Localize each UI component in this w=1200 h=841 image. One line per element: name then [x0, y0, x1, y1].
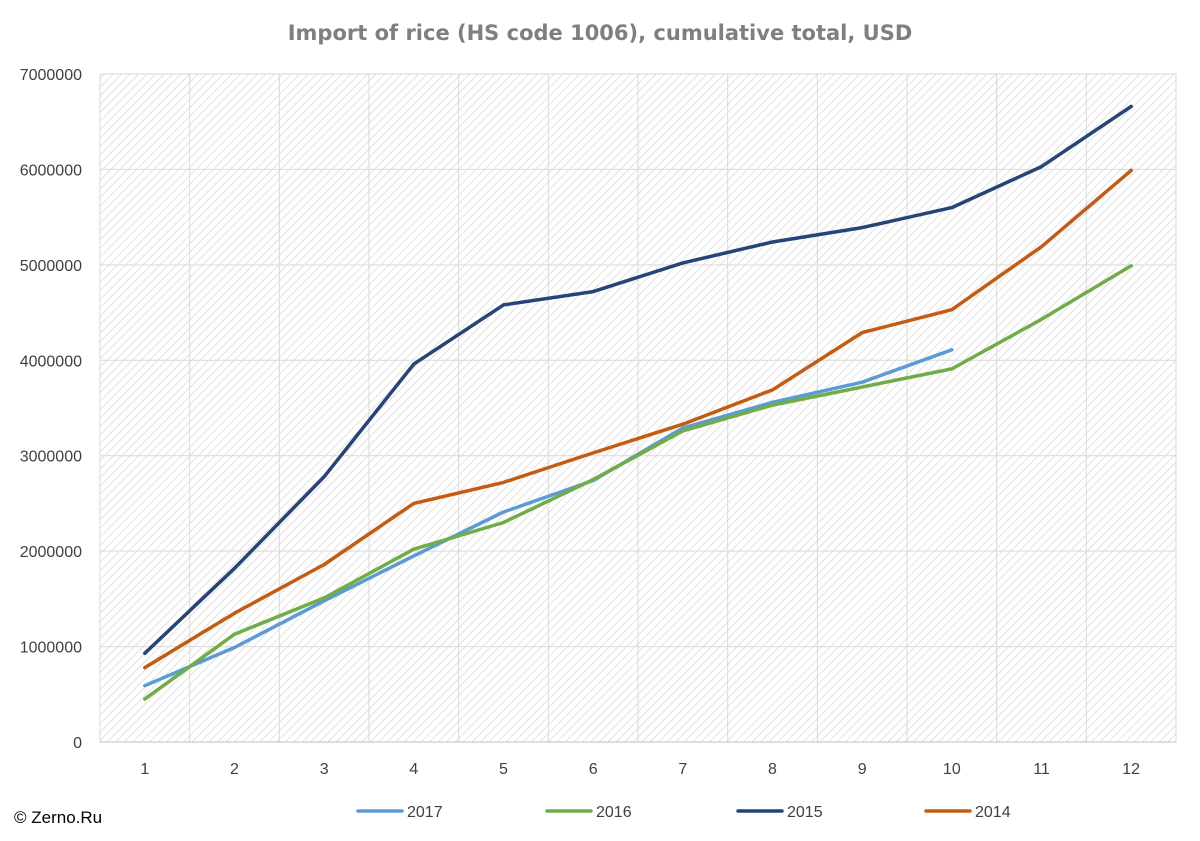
gridlines: [99, 73, 1177, 743]
x-tick-label: 3: [320, 761, 329, 778]
series-line-2015: [143, 104, 1133, 656]
legend-label: 2014: [975, 804, 1011, 821]
x-tick-label: 5: [499, 761, 508, 778]
y-tick-label: 1000000: [20, 640, 82, 657]
x-tick-label: 2: [230, 761, 239, 778]
x-tick-label: 6: [589, 761, 598, 778]
legend: 2017 2016 2015 2014: [356, 804, 1011, 821]
x-tick-label: 10: [943, 761, 961, 778]
x-tick-label: 4: [409, 761, 418, 778]
y-tick-label: 4000000: [20, 353, 82, 370]
legend-label: 2016: [596, 804, 632, 821]
y-tick-label: 0: [73, 735, 82, 752]
y-axis-ticks: 0 1000000 2000000 3000000 4000000 5000000 6000…: [20, 67, 82, 752]
y-tick-label: 6000000: [20, 162, 82, 179]
series-line-2014: [143, 168, 1133, 670]
x-tick-label: 9: [858, 761, 867, 778]
credit-text: © Zerno.Ru: [14, 808, 103, 827]
x-axis-ticks: 1 2 3 4 5 6 7 8 9 10 11 12: [140, 761, 1140, 778]
x-tick-label: 1: [140, 761, 149, 778]
series-lines: [143, 104, 1133, 701]
x-tick-label: 12: [1122, 761, 1140, 778]
y-tick-label: 7000000: [20, 67, 82, 84]
legend-label: 2017: [407, 804, 443, 821]
y-tick-label: 5000000: [20, 258, 82, 275]
x-tick-label: 11: [1033, 761, 1050, 778]
y-tick-label: 3000000: [20, 449, 82, 466]
y-tick-label: 2000000: [20, 544, 82, 561]
x-tick-label: 8: [768, 761, 777, 778]
legend-label: 2015: [787, 804, 823, 821]
series-line-2017: [143, 348, 954, 688]
x-tick-label: 7: [678, 761, 687, 778]
series-line-2016: [143, 264, 1133, 701]
chart-title: Import of rice (HS code 1006), cumulativ…: [288, 21, 913, 45]
